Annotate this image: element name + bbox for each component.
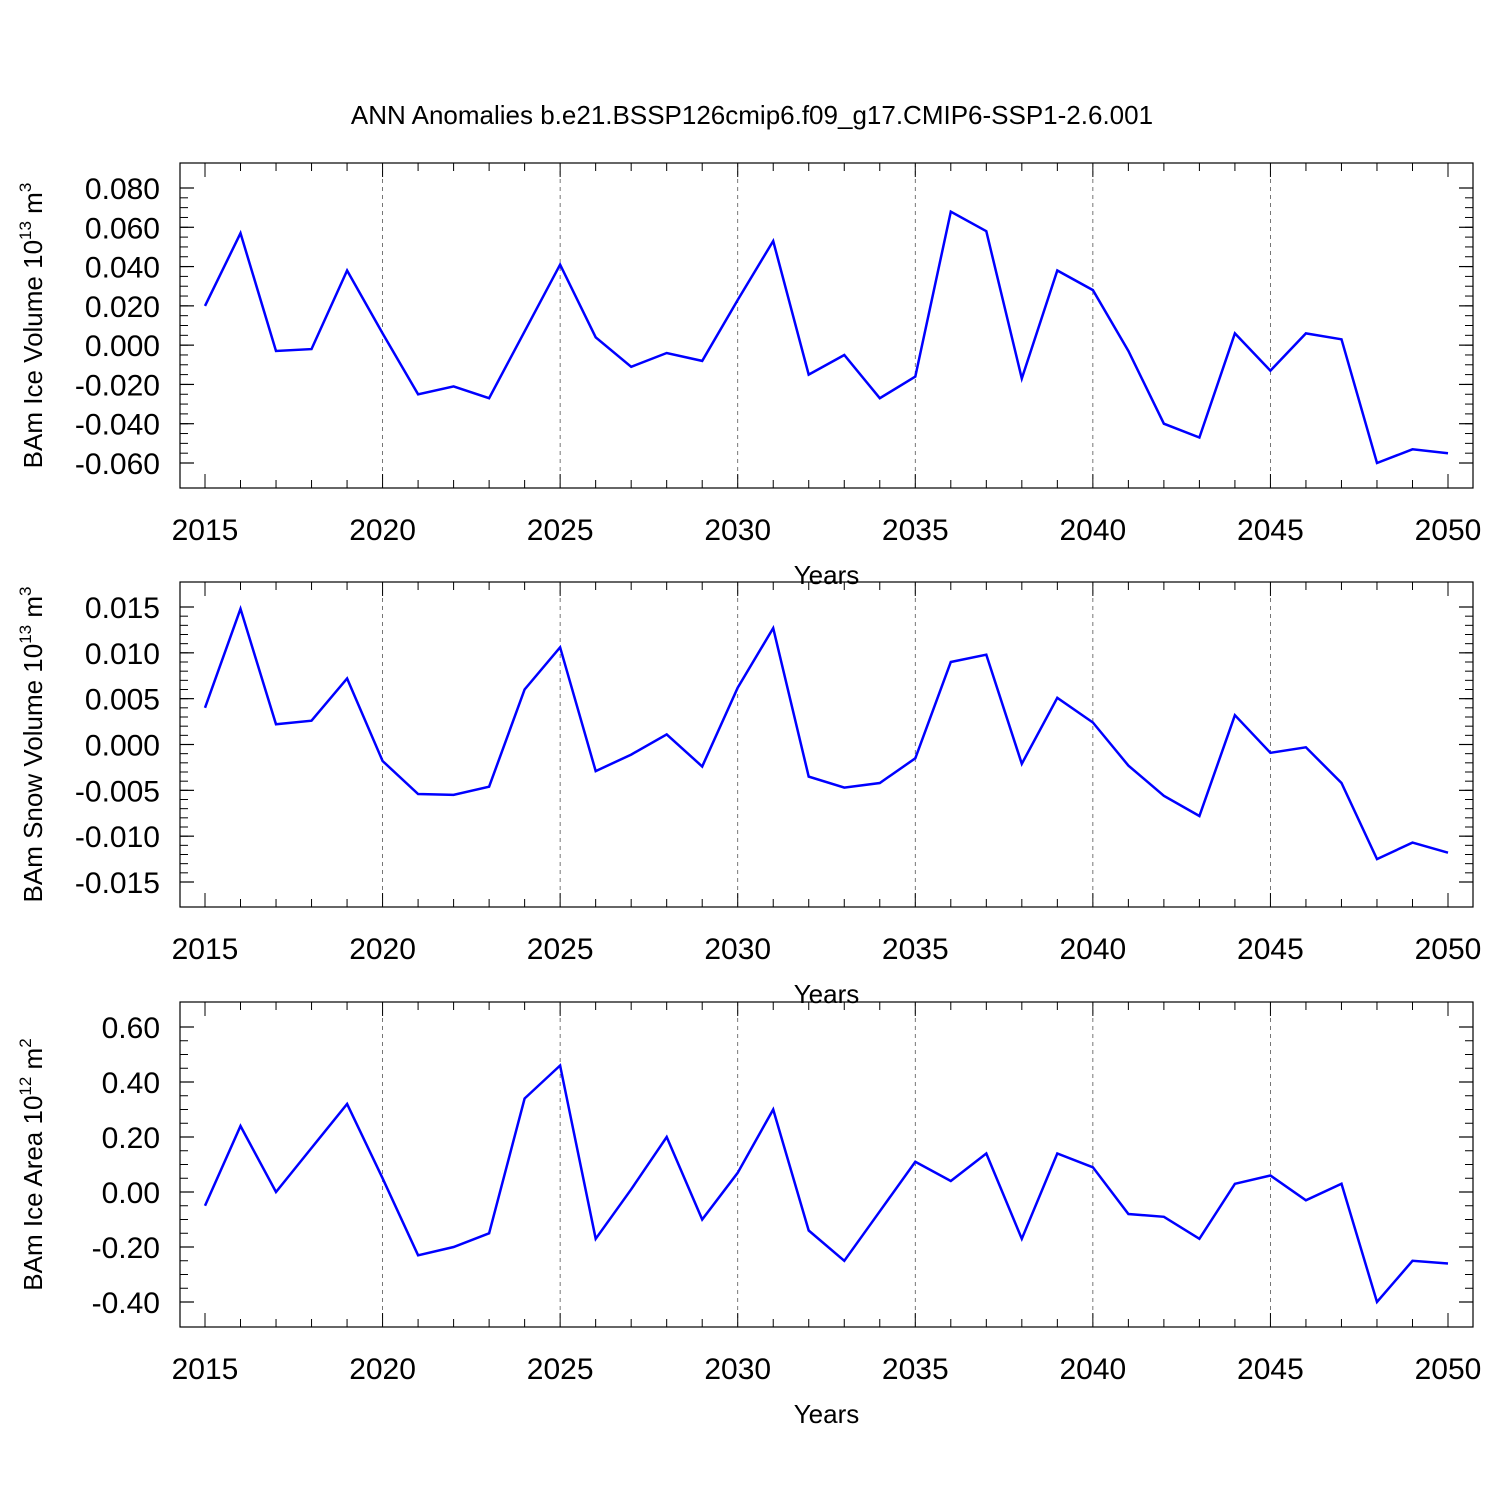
x-tick-label: 2015: [172, 514, 239, 547]
x-tick-label: 2015: [172, 933, 239, 966]
y-tick-label: 0.60: [102, 1012, 160, 1045]
y-tick-label: -0.020: [75, 369, 160, 402]
y-axis-label: BAm Snow Volume 1013 m3: [16, 587, 48, 903]
y-tick-label: 0.020: [85, 291, 160, 324]
y-tick-label: -0.040: [75, 409, 160, 442]
series-line: [203, 209, 1449, 465]
plot-frame: [179, 1001, 1474, 1328]
x-tick-label: 2015: [172, 1353, 239, 1386]
panel-3: 2015 2020 2025 2030 2035 2040 2045 2050 -0.40 -0.…: [16, 1001, 1482, 1429]
x-tick-label: 2050: [1415, 1353, 1482, 1386]
panels: 2015 2020 2025 2030 2035 2040 2045 2050 -0.060 -0…: [16, 162, 1482, 1429]
y-tick-label: 0.015: [85, 592, 160, 625]
x-tick-label: 2020: [349, 514, 416, 547]
x-tick-label: 2035: [882, 514, 949, 547]
x-tick-label: 2030: [704, 514, 771, 547]
x-tick-label: 2040: [1059, 514, 1126, 547]
x-axis-label: Years: [794, 560, 860, 590]
y-tick-label: -0.005: [75, 775, 160, 808]
x-tick-label: 2025: [527, 933, 594, 966]
y-tick-label: -0.015: [75, 867, 160, 900]
x-tick-label: 2045: [1237, 933, 1304, 966]
y-tick-label: 0.010: [85, 638, 160, 671]
y-tick-label: 0.080: [85, 173, 160, 206]
x-tick-label: 2050: [1415, 514, 1482, 547]
x-tick-label: 2030: [704, 1353, 771, 1386]
y-tick-label: 0.040: [85, 252, 160, 285]
panel-2: 2015 2020 2025 2030 2035 2040 2045 2050 -0.015 -0…: [16, 581, 1482, 1009]
x-tick-label: 2040: [1059, 933, 1126, 966]
x-tick-label: 2025: [527, 1353, 594, 1386]
series-line: [203, 604, 1449, 861]
y-tick-label: 0.40: [102, 1067, 160, 1100]
y-tick-label: 0.005: [85, 684, 160, 717]
series-line: [203, 1063, 1449, 1305]
y-tick-label: 0.000: [85, 330, 160, 363]
x-tick-label: 2040: [1059, 1353, 1126, 1386]
y-tick-label: 0.000: [85, 730, 160, 763]
y-axis-label: BAm Ice Area 1012 m2: [16, 1038, 48, 1290]
x-axis-label: Years: [794, 1399, 860, 1429]
x-tick-label: 2020: [349, 933, 416, 966]
x-axis-label: Years: [794, 979, 860, 1009]
x-tick-label: 2050: [1415, 933, 1482, 966]
y-tick-label: -0.40: [92, 1287, 160, 1320]
y-tick-label: 0.00: [102, 1177, 160, 1210]
x-tick-label: 2035: [882, 1353, 949, 1386]
x-tick-label: 2045: [1237, 514, 1304, 547]
x-tick-label: 2020: [349, 1353, 416, 1386]
y-axis-label: BAm Ice Volume 1013 m3: [16, 183, 48, 469]
x-tick-label: 2035: [882, 933, 949, 966]
y-tick-label: -0.010: [75, 821, 160, 854]
plot-frame: [179, 162, 1474, 489]
panel-1: 2015 2020 2025 2030 2035 2040 2045 2050 -0.060 -0…: [16, 162, 1482, 590]
y-tick-label: -0.060: [75, 448, 160, 481]
y-tick-label: -0.20: [92, 1232, 160, 1265]
x-tick-label: 2030: [704, 933, 771, 966]
plot-frame: [179, 581, 1474, 908]
chart-title: ANN Anomalies b.e21.BSSP126cmip6.f09_g17…: [351, 100, 1153, 130]
x-tick-label: 2045: [1237, 1353, 1304, 1386]
y-tick-label: 0.060: [85, 212, 160, 245]
y-tick-label: 0.20: [102, 1122, 160, 1155]
x-tick-label: 2025: [527, 514, 594, 547]
